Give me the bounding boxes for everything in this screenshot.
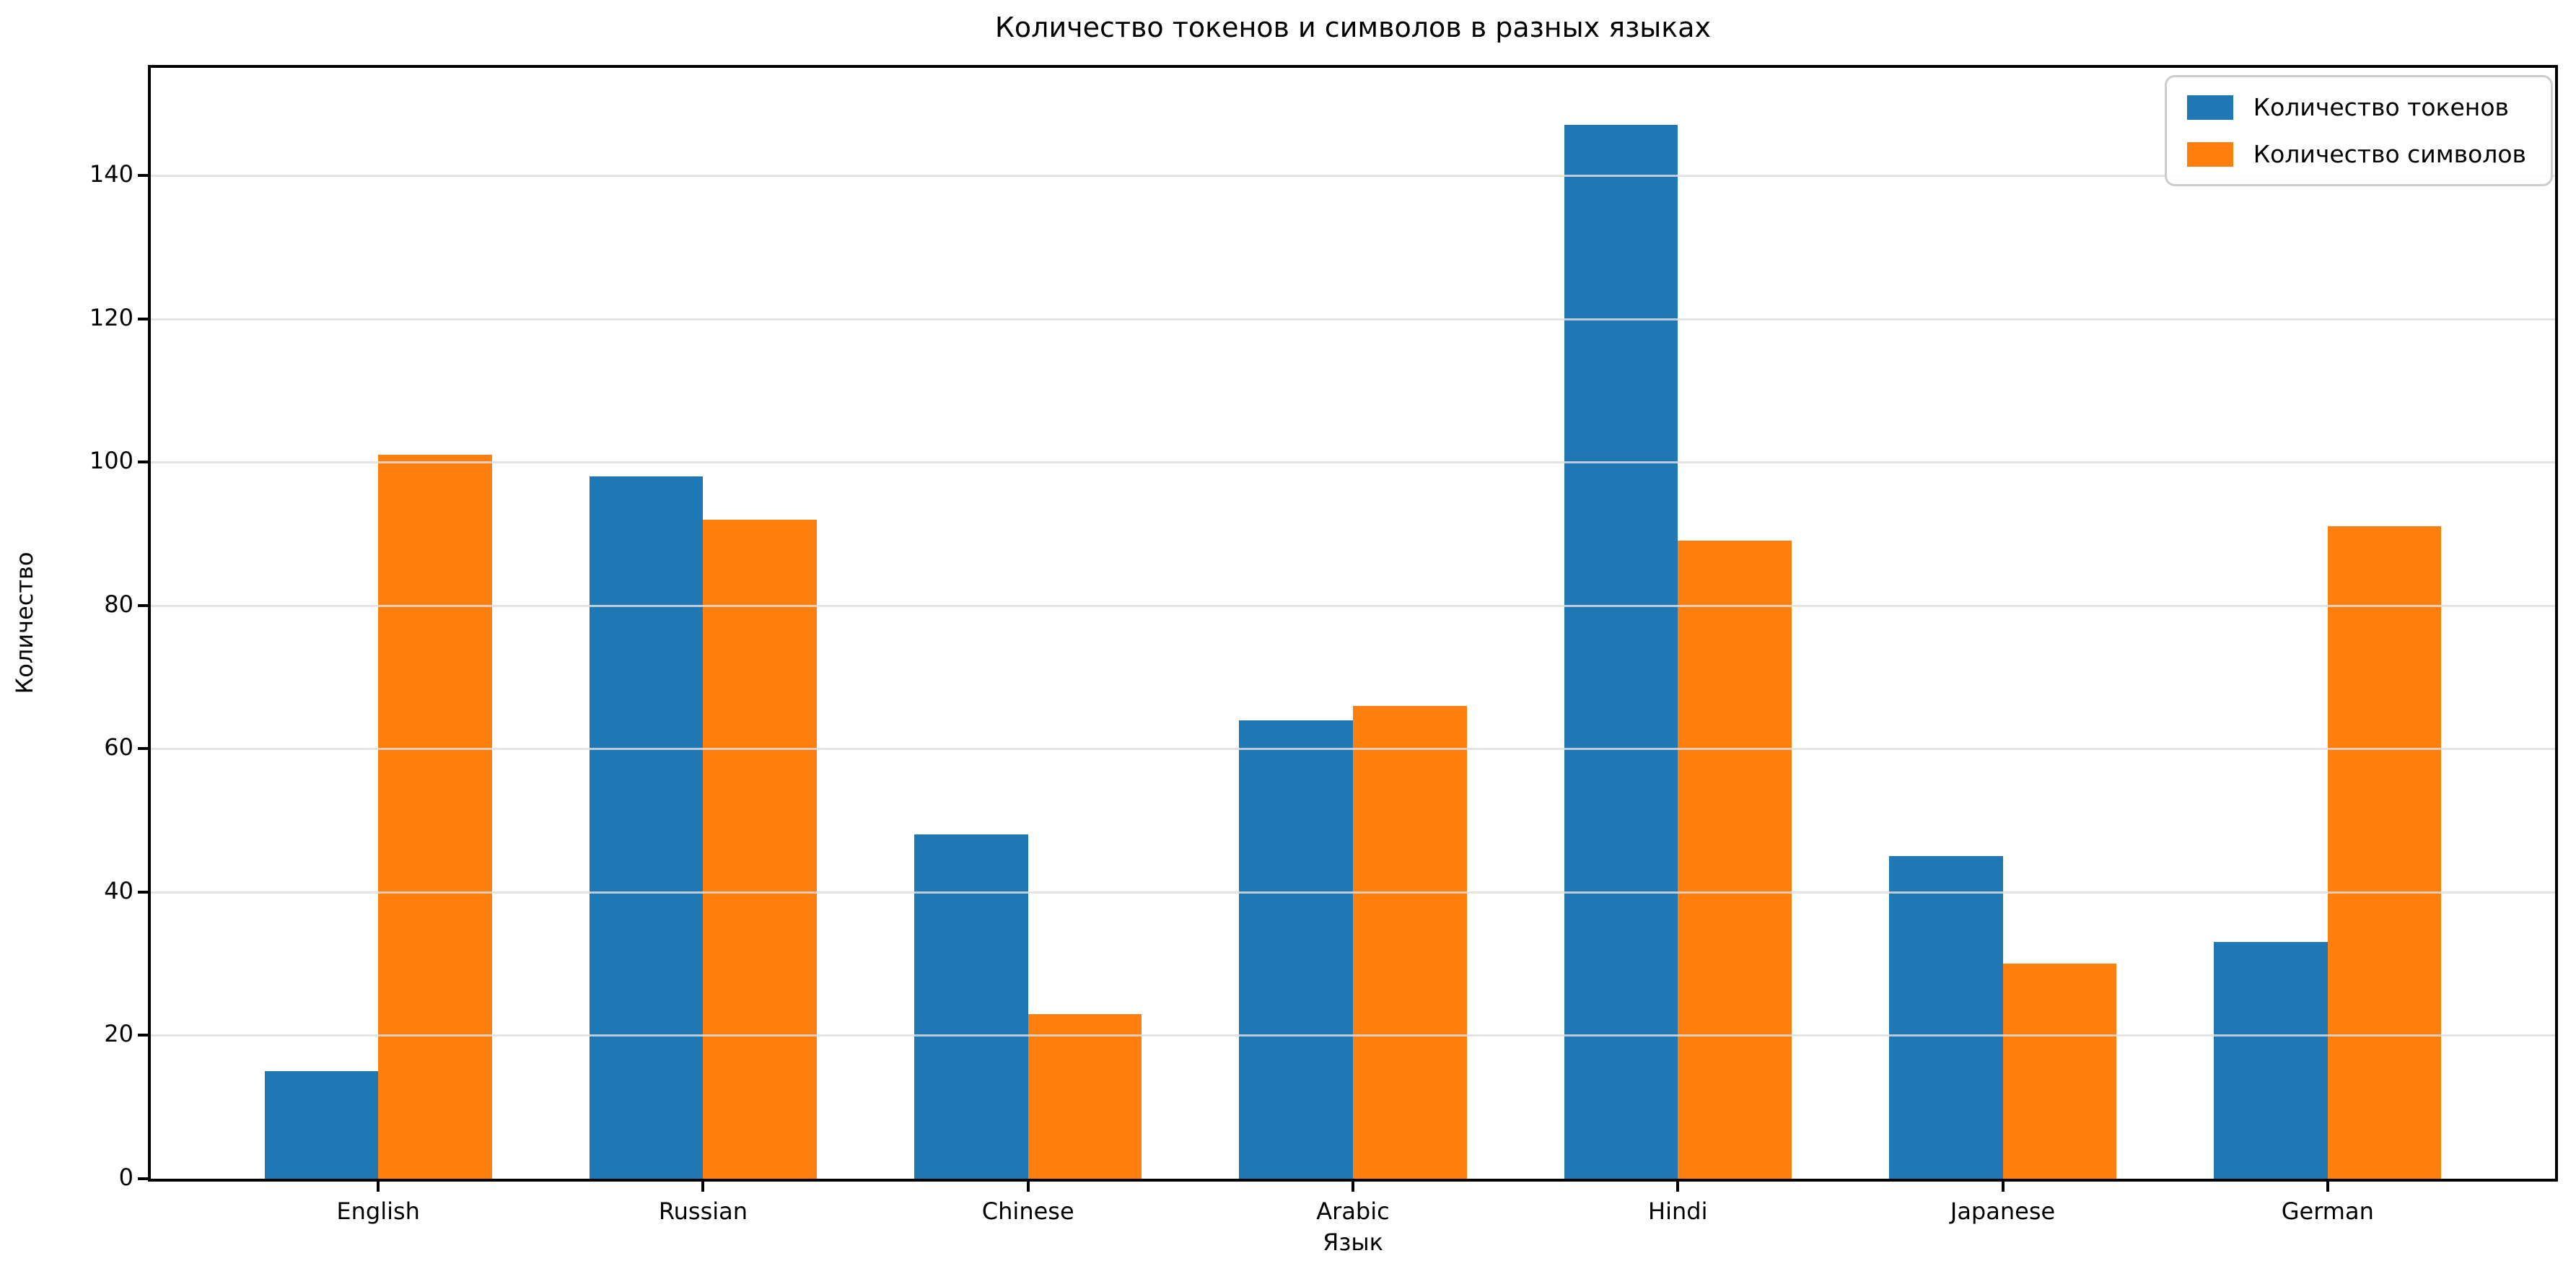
legend-item-symbols: Количество символов (2186, 140, 2526, 168)
bar-german-tokens (2214, 942, 2328, 1179)
bar-hindi-tokens (1564, 125, 1678, 1179)
xtick-label-english: English (336, 1197, 420, 1225)
plot-area (148, 65, 2558, 1182)
gridline-y-20 (151, 1034, 2555, 1037)
bar-german-symbols (2327, 526, 2442, 1179)
legend-swatch-symbols (2186, 141, 2233, 167)
xtick-mark-german (2326, 1182, 2329, 1192)
ytick-label-0: 0 (118, 1164, 133, 1191)
legend: Количество токенов Количество символов (2164, 75, 2553, 186)
bar-japanese-symbols (2002, 964, 2117, 1179)
bar-english-tokens (264, 1071, 379, 1179)
ytick-label-80: 80 (104, 590, 133, 618)
ytick-label-20: 20 (104, 1020, 133, 1048)
legend-item-tokens: Количество токенов (2186, 93, 2526, 121)
xtick-mark-japanese (2001, 1182, 2005, 1192)
ytick-mark-20 (138, 1034, 148, 1037)
ytick-mark-100 (138, 461, 148, 464)
bar-chinese-tokens (914, 834, 1028, 1179)
bar-english-symbols (378, 455, 492, 1179)
bar-arabic-tokens (1239, 720, 1353, 1179)
ytick-mark-40 (138, 890, 148, 894)
gridline-y-80 (151, 604, 2555, 607)
ytick-mark-120 (138, 317, 148, 320)
xtick-label-arabic: Arabic (1316, 1197, 1390, 1225)
gridline-y-60 (151, 748, 2555, 751)
gridline-y-40 (151, 891, 2555, 894)
xtick-label-german: German (2281, 1197, 2374, 1225)
xtick-label-japanese: Japanese (1950, 1197, 2056, 1225)
xtick-label-chinese: Chinese (981, 1197, 1074, 1225)
xtick-label-hindi: Hindi (1648, 1197, 1708, 1225)
ytick-label-40: 40 (104, 876, 133, 904)
y-axis-label: Количество (11, 551, 38, 694)
x-axis-label: Язык (1323, 1229, 1383, 1256)
ytick-label-120: 120 (89, 303, 133, 331)
gridline-y-140 (151, 174, 2555, 177)
gridline-y-120 (151, 318, 2555, 320)
xtick-mark-arabic (1351, 1182, 1354, 1192)
xtick-label-russian: Russian (658, 1197, 748, 1225)
bar-russian-tokens (589, 476, 704, 1179)
bar-arabic-symbols (1353, 705, 1467, 1179)
ytick-mark-60 (138, 747, 148, 751)
xtick-mark-english (377, 1182, 380, 1192)
ytick-mark-140 (138, 173, 148, 177)
gridline-y-100 (151, 461, 2555, 464)
xtick-mark-chinese (1026, 1182, 1030, 1192)
bar-chinese-symbols (1028, 1013, 1142, 1179)
ytick-mark-0 (138, 1177, 148, 1180)
ytick-label-100: 100 (89, 447, 133, 475)
ytick-label-140: 140 (89, 160, 133, 188)
legend-label-tokens: Количество токенов (2253, 93, 2510, 121)
bar-hindi-symbols (1678, 541, 1792, 1179)
ytick-mark-80 (138, 603, 148, 607)
chart-title: Количество токенов и символов в разных я… (994, 12, 1712, 43)
ytick-label-60: 60 (104, 733, 133, 762)
bar-russian-symbols (703, 519, 818, 1179)
legend-swatch-tokens (2186, 95, 2233, 120)
legend-label-symbols: Количество символов (2253, 140, 2526, 168)
xtick-mark-russian (701, 1182, 705, 1192)
xtick-mark-hindi (1676, 1182, 1680, 1192)
bar-japanese-tokens (1888, 856, 2003, 1179)
plot-inner (151, 68, 2555, 1179)
